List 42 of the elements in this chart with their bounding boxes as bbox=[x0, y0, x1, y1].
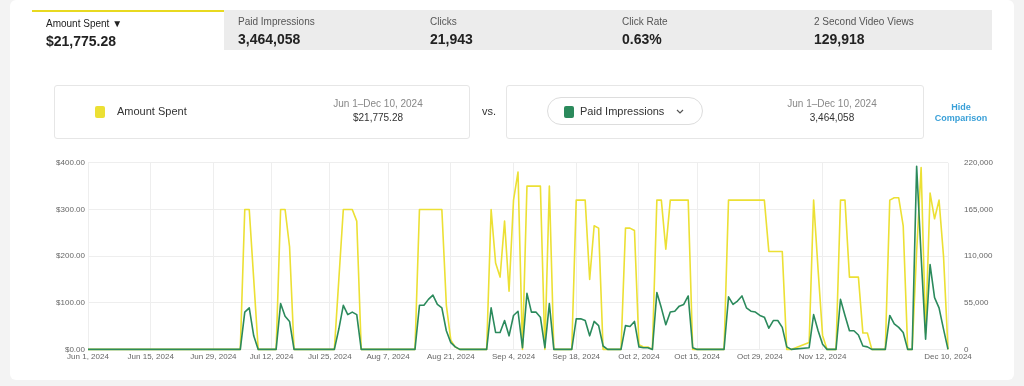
text: $21,775.28 bbox=[46, 33, 118, 49]
text: 3,464,058 bbox=[238, 31, 302, 47]
y2-tick-label: 110,000 bbox=[964, 251, 993, 261]
x-tick-label: Jul 25, 2024 bbox=[308, 352, 353, 362]
x-tick-label: Jun 15, 2024 bbox=[127, 352, 175, 362]
y2-tick-label: 220,000 bbox=[964, 158, 994, 167]
text: $21,775.28 bbox=[352, 112, 404, 123]
x-tick-label: Jun 29, 2024 bbox=[190, 352, 238, 362]
x-tick-label: Oct 29, 2024 bbox=[736, 352, 784, 362]
y2-tick-label: 0 bbox=[964, 344, 969, 354]
x-tick-label: Aug 7, 2024 bbox=[366, 352, 411, 362]
text: Amount Spent ▼ bbox=[46, 18, 124, 29]
text: vs. bbox=[482, 105, 497, 117]
x-tick-label: Oct 2, 2024 bbox=[618, 352, 661, 362]
legend-label: Paid Impressions bbox=[579, 105, 665, 119]
y2-tick-label: 55,000 bbox=[964, 297, 990, 307]
text: 21,943 bbox=[430, 31, 474, 47]
x-tick-label: Dec 10, 2024 bbox=[924, 352, 973, 362]
x-tick-label: Oct 15, 2024 bbox=[674, 352, 721, 362]
text: Hide Comparison bbox=[934, 102, 988, 124]
x-tick-label: Nov 12, 2024 bbox=[798, 352, 847, 362]
text: Paid Impressions bbox=[238, 16, 316, 27]
x-tick-label: Jul 12, 2024 bbox=[249, 352, 294, 362]
legend-label: Amount Spent bbox=[116, 105, 187, 119]
text: Jun 1–Dec 10, 2024 bbox=[787, 98, 877, 109]
y-tick-label: $0.00 bbox=[64, 344, 86, 354]
text: Jun 1–Dec 10, 2024 bbox=[333, 98, 423, 109]
y-tick-label: $200.00 bbox=[56, 251, 86, 261]
text: 2 Second Video Views bbox=[814, 16, 915, 27]
text: 3,464,058 bbox=[809, 112, 855, 123]
text: 0.63% bbox=[622, 31, 663, 47]
text: Clicks bbox=[430, 16, 458, 27]
text: 129,918 bbox=[814, 31, 866, 47]
y2-tick-label: 165,000 bbox=[964, 204, 994, 214]
x-tick-label: Sep 18, 2024 bbox=[552, 352, 601, 362]
text: Click Rate bbox=[622, 16, 669, 27]
y-tick-label: $400.00 bbox=[56, 158, 86, 167]
y-tick-label: $100.00 bbox=[56, 297, 86, 307]
x-tick-label: Sep 4, 2024 bbox=[491, 352, 536, 362]
x-tick-label: Aug 21, 2024 bbox=[427, 352, 476, 362]
y-tick-label: $300.00 bbox=[56, 204, 86, 214]
x-tick-label: Jun 1, 2024 bbox=[67, 352, 110, 362]
